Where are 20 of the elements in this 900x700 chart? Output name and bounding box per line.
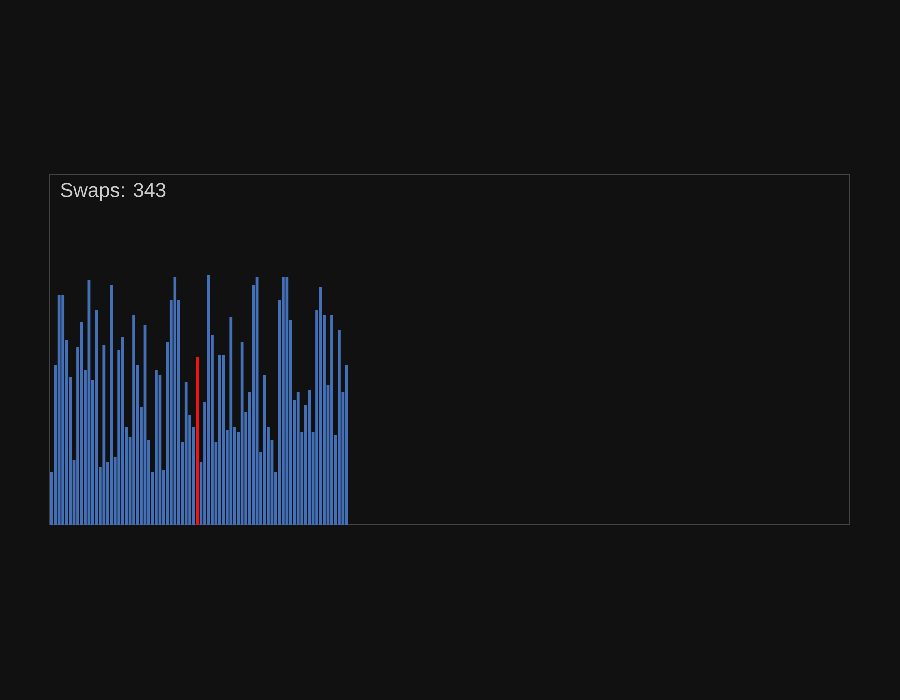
bar <box>338 330 341 525</box>
bar <box>296 392 300 525</box>
bar <box>230 317 233 525</box>
bar <box>308 390 312 525</box>
bar <box>330 314 334 525</box>
bar <box>184 382 188 525</box>
bar <box>282 277 285 525</box>
bar <box>218 354 222 525</box>
bar <box>154 370 158 525</box>
bar <box>222 354 226 525</box>
bar <box>286 277 289 525</box>
bar <box>62 294 65 525</box>
chart-title: Swaps: 343 <box>61 183 166 202</box>
bar <box>58 294 61 525</box>
bar <box>345 364 348 525</box>
bar <box>196 357 199 525</box>
bar <box>110 284 114 525</box>
bar <box>95 310 98 525</box>
bar <box>132 314 136 525</box>
bar <box>102 344 106 525</box>
